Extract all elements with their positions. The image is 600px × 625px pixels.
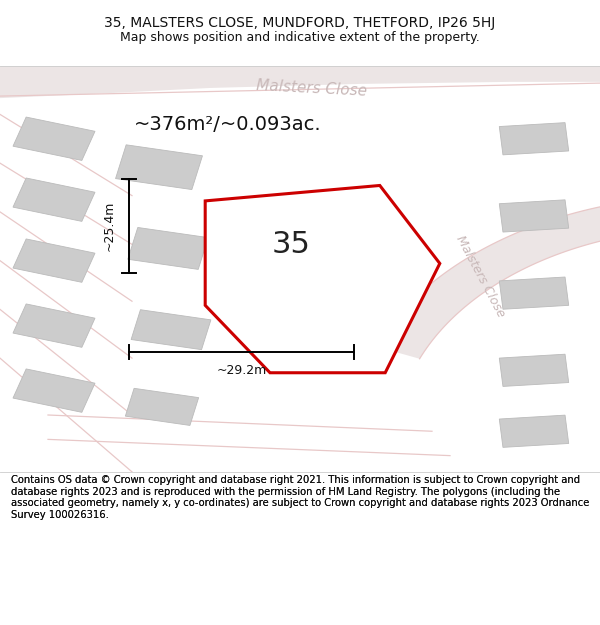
Polygon shape: [13, 304, 95, 348]
Polygon shape: [13, 369, 95, 413]
Polygon shape: [125, 388, 199, 426]
Polygon shape: [499, 415, 569, 447]
Text: Map shows position and indicative extent of the property.: Map shows position and indicative extent…: [120, 31, 480, 44]
Text: 35: 35: [272, 230, 310, 259]
Polygon shape: [131, 310, 211, 349]
Polygon shape: [13, 117, 95, 161]
Polygon shape: [128, 228, 208, 269]
Polygon shape: [499, 277, 569, 309]
Polygon shape: [205, 186, 440, 372]
Polygon shape: [499, 354, 569, 386]
Polygon shape: [499, 200, 569, 232]
Polygon shape: [13, 178, 95, 221]
Text: ~29.2m: ~29.2m: [217, 364, 266, 378]
Text: Malsters Close: Malsters Close: [453, 234, 507, 320]
Text: Contains OS data © Crown copyright and database right 2021. This information is : Contains OS data © Crown copyright and d…: [11, 475, 589, 520]
Text: Malsters Close: Malsters Close: [256, 78, 368, 98]
Polygon shape: [116, 145, 202, 189]
Polygon shape: [375, 196, 600, 359]
Polygon shape: [499, 122, 569, 155]
Polygon shape: [13, 239, 95, 282]
Text: ~376m²/~0.093ac.: ~376m²/~0.093ac.: [134, 115, 322, 134]
Polygon shape: [0, 66, 600, 98]
Text: Contains OS data © Crown copyright and database right 2021. This information is : Contains OS data © Crown copyright and d…: [11, 475, 589, 520]
Text: 35, MALSTERS CLOSE, MUNDFORD, THETFORD, IP26 5HJ: 35, MALSTERS CLOSE, MUNDFORD, THETFORD, …: [104, 16, 496, 29]
Text: ~25.4m: ~25.4m: [103, 201, 116, 251]
